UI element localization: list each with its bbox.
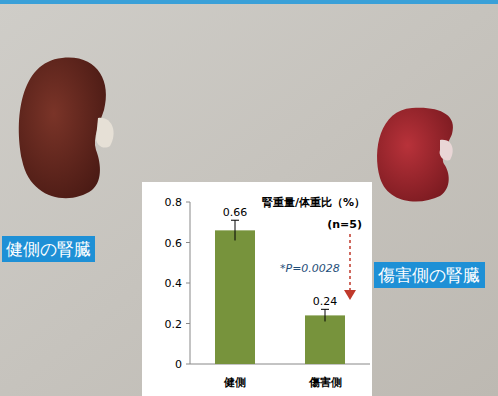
y-tick — [186, 202, 190, 203]
chart-title: 腎重量/体重比（%） — [262, 196, 365, 209]
y-tick-label: 0.8 — [165, 196, 183, 209]
kidney-hilum — [96, 118, 114, 148]
y-tick — [186, 364, 190, 365]
annotation: *P=0.0028 — [280, 262, 340, 275]
photo-background — [0, 0, 498, 396]
arrow-shaft — [349, 234, 351, 292]
y-tick — [186, 242, 190, 243]
y-tick-label: 0.6 — [165, 237, 183, 250]
data-label: 0.24 — [313, 295, 338, 308]
injured-kidney — [377, 108, 453, 202]
photo-label: 健側の腎臓 — [6, 239, 91, 259]
kidney-hilum — [440, 140, 453, 161]
photo-label: 傷害側の腎臓 — [377, 265, 480, 285]
y-tick — [186, 323, 190, 324]
bars — [215, 220, 345, 364]
x-tick-label: 傷害側 — [308, 376, 342, 389]
chart-panel — [142, 182, 372, 396]
chart-subtitle: (n=5) — [327, 218, 362, 231]
y-tick-label: 0.4 — [165, 277, 183, 290]
photo-label-box — [2, 236, 95, 262]
y-tick-label: 0.2 — [165, 318, 183, 331]
error-bar — [325, 309, 326, 321]
photo-label-box — [374, 262, 485, 288]
arrow-head — [344, 290, 356, 300]
y-tick-label: 0 — [175, 358, 182, 371]
figure: 健側の腎臓傷害側の腎臓 0 0.2 0.4 0.6 0.8 健側 傷害側 0.66 0.24 腎重量… — [0, 0, 498, 396]
photo-border — [0, 0, 498, 4]
healthy-kidney — [19, 58, 106, 199]
error-cap — [231, 220, 239, 221]
x-tick-label: 健側 — [223, 376, 246, 389]
data-label: 0.66 — [223, 206, 248, 219]
error-cap — [321, 309, 329, 310]
y-tick — [186, 283, 190, 284]
error-bar — [235, 220, 236, 240]
bar — [215, 230, 255, 364]
bar — [305, 315, 345, 364]
